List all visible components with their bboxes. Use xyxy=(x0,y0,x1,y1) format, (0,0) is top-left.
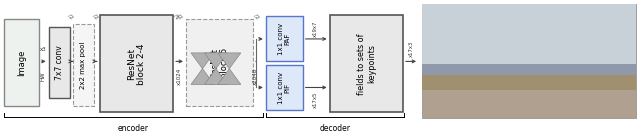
Text: 1x1 conv
PAF: 1x1 conv PAF xyxy=(278,23,291,55)
Bar xyxy=(330,15,403,112)
Text: /2: /2 xyxy=(176,13,183,20)
Polygon shape xyxy=(218,53,241,69)
Text: x2048: x2048 xyxy=(253,67,258,85)
Bar xyxy=(100,15,173,112)
Text: x3: x3 xyxy=(40,47,47,52)
Polygon shape xyxy=(204,53,227,69)
Text: HW: HW xyxy=(41,71,46,81)
Text: /1: /1 xyxy=(173,13,180,20)
Text: fields to sets of
keypoints: fields to sets of keypoints xyxy=(356,33,376,95)
Polygon shape xyxy=(191,69,214,84)
Text: encoder: encoder xyxy=(118,124,148,132)
Text: 7x7 conv: 7x7 conv xyxy=(54,45,63,80)
Text: 2x2 max pool: 2x2 max pool xyxy=(81,41,86,89)
Bar xyxy=(422,4,636,67)
Text: Image: Image xyxy=(17,49,26,76)
Text: ResNet
block 2-4: ResNet block 2-4 xyxy=(127,43,146,85)
Bar xyxy=(4,19,39,106)
Text: 1x1 conv
PIF: 1x1 conv PIF xyxy=(278,71,291,104)
Text: x1024: x1024 xyxy=(177,67,182,85)
Polygon shape xyxy=(218,69,241,84)
Bar xyxy=(422,67,636,90)
Text: decoder: decoder xyxy=(319,124,351,132)
Bar xyxy=(422,64,636,75)
Text: x17x5: x17x5 xyxy=(313,91,318,108)
Text: x17x3: x17x3 xyxy=(409,41,414,57)
Text: /2: /2 xyxy=(92,13,99,20)
Bar xyxy=(422,4,636,118)
Bar xyxy=(49,27,70,98)
Text: /2: /2 xyxy=(67,13,74,20)
Polygon shape xyxy=(204,69,227,84)
Polygon shape xyxy=(191,53,214,69)
Bar xyxy=(186,19,253,106)
Text: ResNet
block 5: ResNet block 5 xyxy=(210,47,229,78)
Bar xyxy=(73,24,94,106)
Bar xyxy=(266,65,303,110)
Text: x19x7: x19x7 xyxy=(313,21,318,37)
Bar xyxy=(266,16,303,61)
Text: /2: /2 xyxy=(253,13,260,20)
